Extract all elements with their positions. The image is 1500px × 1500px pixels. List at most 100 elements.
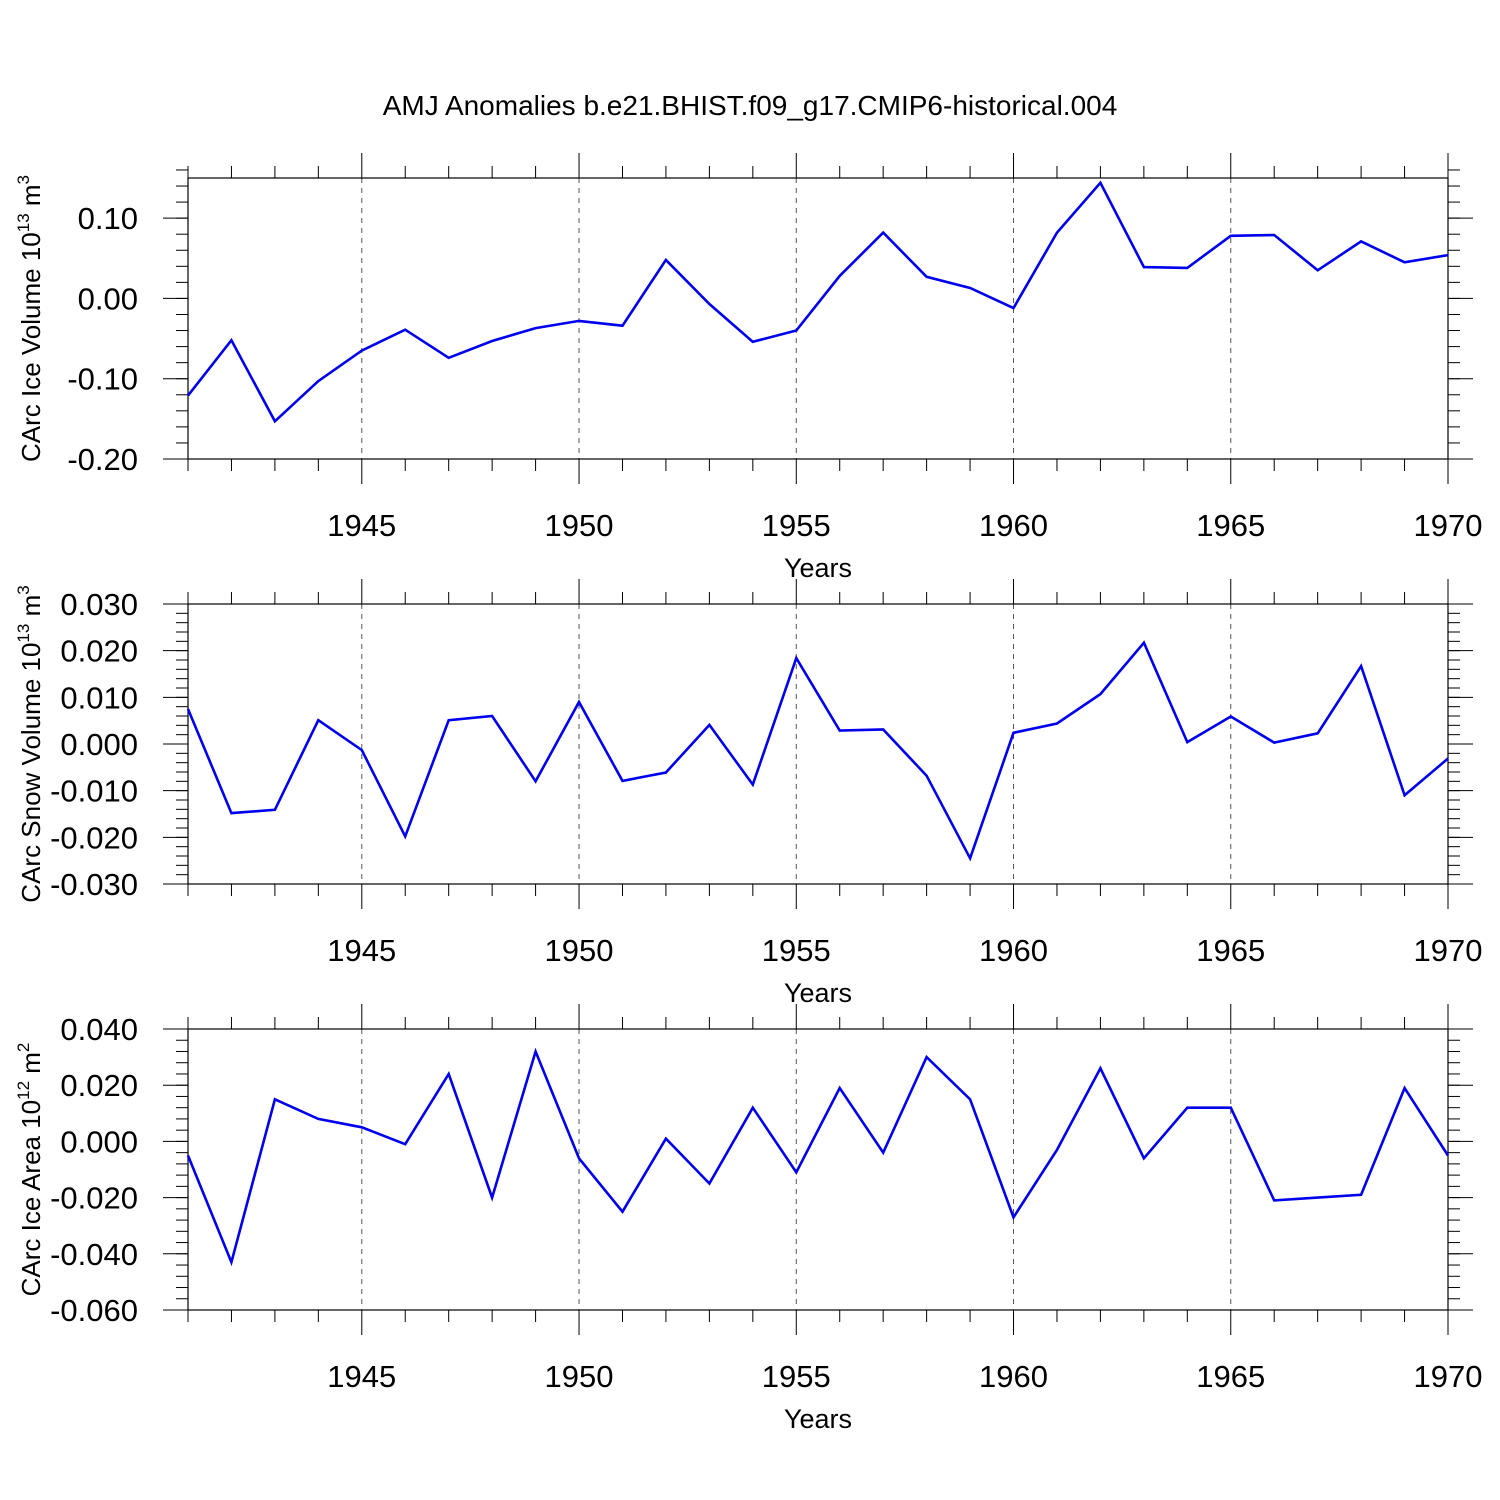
series-line <box>186 640 1449 862</box>
y-tick-label: -0.20 <box>67 442 138 477</box>
y-axis-title-exponent: 13 <box>14 213 33 232</box>
y-tick-label: 0.000 <box>60 1124 138 1159</box>
y-axis-title: CArc Snow Volume 1013 m3 <box>14 585 46 902</box>
y-tick-label: -0.060 <box>50 1293 138 1328</box>
x-tick-label: 1965 <box>1196 933 1265 968</box>
data-point <box>360 349 364 353</box>
data-point <box>1316 1196 1320 1200</box>
y-tick-label: 0.00 <box>78 281 138 316</box>
data-point <box>620 779 624 783</box>
data-point <box>1446 253 1450 257</box>
data-point <box>751 340 755 344</box>
x-tick-label: 1945 <box>327 508 396 543</box>
data-point <box>968 286 972 290</box>
y-tick-label: 0.010 <box>60 680 138 715</box>
data-point <box>186 707 190 711</box>
y-tick-label: -0.020 <box>50 1181 138 1216</box>
data-point <box>490 1196 494 1200</box>
data-point <box>360 1125 364 1129</box>
data-point <box>577 700 581 704</box>
y-axis-title-exponent: 12 <box>14 1081 33 1100</box>
data-point <box>1359 664 1363 668</box>
figure-title: AMJ Anomalies b.e21.BHIST.f09_g17.CMIP6-… <box>383 90 1118 121</box>
x-tick-label: 1950 <box>545 1359 614 1394</box>
y-tick-label: -0.010 <box>50 774 138 809</box>
y-tick-label: 0.10 <box>78 201 138 236</box>
panels: -0.20 -0.10 0.00 0.10 1945 1950 1955 1960 1965 19… <box>14 153 1482 1434</box>
y-axis-title: CArc Ice Area 1012 m2 <box>14 1043 46 1297</box>
data-point <box>534 326 538 330</box>
y-tick-label: 0.030 <box>60 587 138 622</box>
data-point <box>838 274 842 278</box>
y-axis-title-unit-exponent: 2 <box>14 1043 33 1052</box>
data-point <box>1098 181 1102 185</box>
data-point <box>1142 265 1146 269</box>
data-point <box>1359 239 1363 243</box>
data-point <box>707 723 711 727</box>
data-point <box>1098 692 1102 696</box>
data-point <box>229 811 233 815</box>
x-tick-label: 1970 <box>1414 1359 1483 1394</box>
data-point <box>490 714 494 718</box>
data-point <box>447 356 451 360</box>
y-axis-title-base: CArc Ice Volume 10 <box>16 232 46 462</box>
data-point <box>838 1086 842 1090</box>
y-tick-label: 0.020 <box>60 1068 138 1103</box>
plot-frame <box>187 177 1449 460</box>
x-tick-label: 1945 <box>327 933 396 968</box>
data-point <box>1272 1198 1276 1202</box>
data-point <box>794 329 798 333</box>
data-point <box>751 1106 755 1110</box>
x-tick-label: 1950 <box>545 933 614 968</box>
data-point <box>1403 793 1407 797</box>
data-point <box>1142 1156 1146 1160</box>
data-point <box>1272 741 1276 745</box>
data-point <box>1316 731 1320 735</box>
data-point <box>186 394 190 398</box>
data-point <box>1012 306 1016 310</box>
data-point <box>620 324 624 328</box>
data-point <box>316 379 320 383</box>
data-point <box>273 1097 277 1101</box>
data-point <box>1446 1153 1450 1157</box>
data-point <box>1185 1106 1189 1110</box>
data-point <box>1055 1148 1059 1152</box>
data-point <box>881 1151 885 1155</box>
x-tick-label: 1970 <box>1414 508 1483 543</box>
data-point <box>620 1210 624 1214</box>
data-point <box>273 419 277 423</box>
data-point <box>881 728 885 732</box>
y-tick-label: -0.030 <box>50 867 138 902</box>
data-point <box>403 1142 407 1146</box>
data-point <box>1359 1193 1363 1197</box>
plot-frame <box>187 603 1449 885</box>
y-axis-title-exponent: 13 <box>14 624 33 643</box>
x-axis-title: Years <box>784 1404 852 1434</box>
data-point <box>1098 1066 1102 1070</box>
x-tick-label: 1950 <box>545 508 614 543</box>
data-point <box>447 718 451 722</box>
y-axis-title-unit-exponent: 3 <box>14 175 33 184</box>
data-point <box>490 339 494 343</box>
x-tick-label: 1955 <box>762 508 831 543</box>
y-tick-label: 0.040 <box>60 1012 138 1047</box>
data-point <box>577 1156 581 1160</box>
data-point <box>925 275 929 279</box>
x-tick-label: 1965 <box>1196 508 1265 543</box>
data-point <box>1229 234 1233 238</box>
data-point <box>1185 740 1189 744</box>
data-point <box>968 1097 972 1101</box>
data-point <box>534 779 538 783</box>
data-point <box>316 718 320 722</box>
y-axis-title: CArc Ice Volume 1013 m3 <box>14 175 46 462</box>
y-axis-title-unit: m <box>16 1052 46 1081</box>
y-tick-label: 0.000 <box>60 727 138 762</box>
y-axis-title-unit-exponent: 3 <box>14 585 33 594</box>
x-tick-label: 1960 <box>979 508 1048 543</box>
panel-3: -0.060 -0.040 -0.020 0.000 0.020 0.040 1945 195… <box>14 1004 1482 1434</box>
y-axis-title-unit: m <box>16 595 46 624</box>
y-tick-label: -0.10 <box>67 362 138 397</box>
data-point <box>273 808 277 812</box>
x-tick-label: 1970 <box>1414 933 1483 968</box>
